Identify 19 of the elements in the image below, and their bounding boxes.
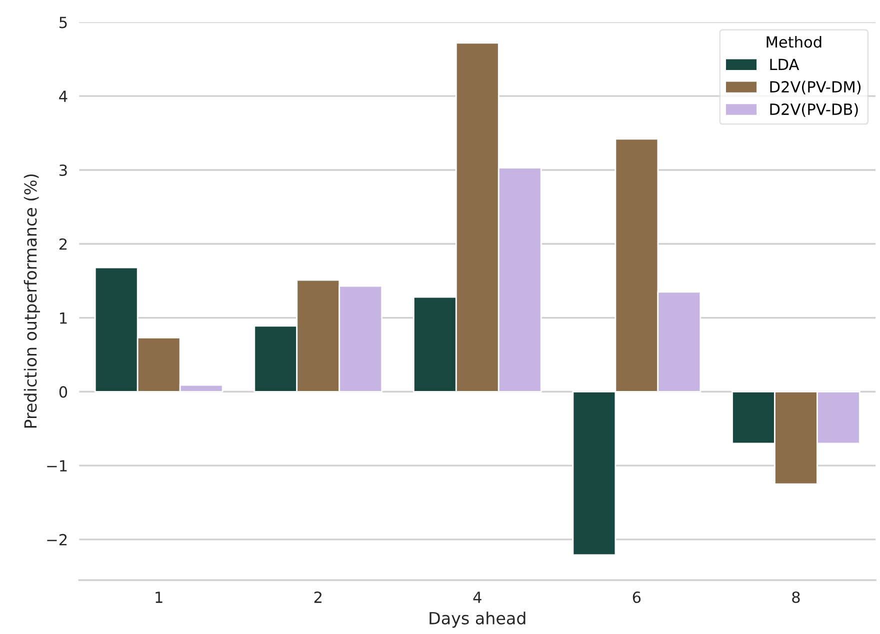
x-tick-label: 4 [473,592,482,603]
x-tick-label: 1 [156,592,162,603]
y-tick-label: 1 [60,312,67,324]
legend-label: D2V(PV-DB) [770,103,858,117]
y-tick-label: 3 [60,164,67,176]
y-tick-label: 0 [59,386,68,398]
x-axis-title: Days ahead [430,612,526,628]
x-tick-label: 8 [792,591,800,604]
y-tick-label: 2 [59,238,67,250]
y-tick-label: 4 [59,90,68,102]
y-axis-title: Prediction outperformance (%) [24,174,40,428]
x-tick-label: 6 [632,591,641,604]
legend-title: Method [766,36,822,48]
y-tick-label: −2 [47,534,67,546]
legend-label: D2V(PV-DM) [770,80,861,94]
legend-label: LDA [770,58,800,70]
y-tick-label: 5 [60,16,67,28]
y-tick-label: −1 [47,460,67,472]
x-tick-label: 2 [314,591,322,603]
